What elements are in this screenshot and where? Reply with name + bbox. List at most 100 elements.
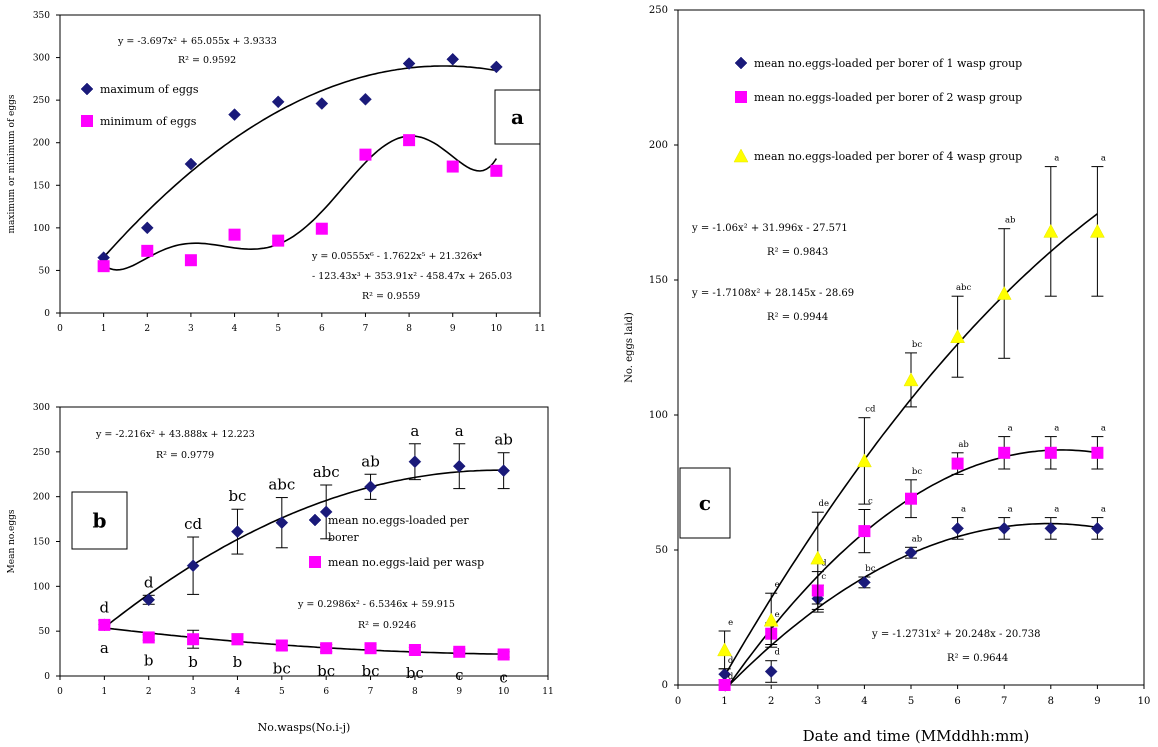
data-point [275, 639, 288, 652]
data-point [1044, 522, 1058, 535]
significance-letter: a [455, 422, 464, 440]
data-point [446, 160, 459, 173]
legend-label: minimum of eggs [100, 115, 197, 128]
equation-line: y = 0.2986x² - 6.5346x + 59.915 [297, 599, 455, 610]
data-point [490, 164, 503, 177]
x-tick-label: 3 [190, 687, 196, 697]
significance-letter: a [410, 422, 419, 440]
equation-line: R² = 0.9246 [358, 620, 416, 631]
y-tick-label: 0 [44, 309, 50, 319]
significance-letter: bc [228, 487, 246, 505]
significance-letter: bc [362, 662, 380, 680]
legend-label: mean no.eggs-laid per wasp [328, 556, 484, 569]
legend-label: mean no.eggs-loaded per borer of 4 wasp … [754, 150, 1022, 163]
x-tick-label: 0 [57, 324, 63, 334]
y-tick-label: 100 [33, 224, 50, 234]
x-tick-label: 1 [721, 696, 727, 707]
panel-label-box [494, 89, 541, 145]
x-tick-label: 4 [232, 324, 238, 334]
data-point [402, 57, 416, 70]
significance-letter: cd [865, 405, 876, 415]
data-point [315, 97, 329, 110]
data-point [408, 455, 422, 469]
significance-letter: a [1008, 424, 1013, 434]
fit-equation-1: y = -2.216x² + 43.888x + 12.223 R² = 0.97… [95, 429, 255, 461]
y-tick-label: 50 [39, 266, 51, 276]
significance-letter: e [775, 580, 780, 590]
x-tick-label: 7 [363, 324, 369, 334]
significance-letter: e [775, 610, 780, 620]
data-point [228, 228, 241, 241]
legend-item-2: mean no.eggs-laid per wasp [309, 556, 484, 569]
legend-item-1: maximum of eggs [80, 82, 199, 96]
equation-line: y = -3.697x² + 65.055x + 3.9333 [117, 36, 277, 47]
series-2 [97, 134, 503, 273]
legend-item-3: mean no.eggs-loaded per borer of 4 wasp … [733, 148, 1022, 163]
significance-letter: c [499, 668, 507, 686]
data-point [951, 457, 964, 470]
significance-letter: abc [956, 283, 972, 293]
x-tick-label: 9 [1094, 696, 1100, 707]
significance-letter: ab [1005, 216, 1016, 226]
panel-label-box [71, 491, 128, 550]
data-point [497, 464, 510, 478]
data-point [858, 576, 871, 589]
x-tick-label: 2 [146, 687, 152, 697]
x-tick-label: 8 [406, 324, 412, 334]
data-point [1091, 522, 1104, 535]
y-tick-label: 250 [33, 96, 50, 106]
significance-letter: ab [494, 431, 513, 449]
significance-letter: bc [912, 467, 922, 477]
x-tick-label: 3 [188, 324, 194, 334]
data-point [231, 525, 244, 538]
data-point [186, 559, 200, 573]
data-point [446, 52, 460, 66]
data-point [763, 612, 779, 627]
data-point [950, 329, 966, 343]
plot-frame [59, 14, 541, 314]
panel-label: a [511, 105, 524, 129]
x-tick-label: 10 [491, 324, 503, 334]
x-tick-label: 0 [675, 696, 681, 707]
significance-letter: cd [184, 515, 202, 533]
data-point [231, 633, 244, 646]
data-point [408, 643, 421, 656]
y-tick-label: 200 [33, 493, 50, 503]
legend-item-1: mean no.eggs-loaded per borer [308, 513, 469, 544]
y-tick-label: 150 [33, 538, 50, 548]
fit-equation-2: y = 0.0555x⁶ - 1.7622x⁵ + 21.326x⁴ - 123.… [311, 251, 512, 302]
significance-letter: c [455, 666, 463, 684]
significance-letter: abc [313, 463, 340, 481]
legend-marker [735, 91, 747, 103]
significance-letter: b [233, 653, 243, 671]
trendline-0 [103, 65, 497, 258]
data-point [903, 372, 919, 387]
significance-letter: a [100, 639, 109, 657]
significance-letter: ab [958, 440, 969, 450]
significance-letter: bc [317, 662, 335, 680]
significance-letter: d [728, 656, 734, 666]
y-tick-label: 150 [649, 275, 668, 286]
x-tick-label: 3 [815, 696, 821, 707]
panel-label-box [679, 467, 731, 539]
legend-label: mean no.eggs-loaded per borer of 1 wasp … [754, 57, 1022, 70]
x-tick-label: 7 [1001, 696, 1007, 707]
series-2: dedcbcabaaa [718, 424, 1106, 691]
x-tick-label: 10 [1138, 696, 1151, 707]
significance-letter: b [188, 653, 198, 671]
data-point [142, 593, 156, 607]
data-point [718, 679, 731, 691]
data-point [184, 157, 198, 171]
data-point [275, 516, 289, 530]
x-tick-label: 4 [235, 687, 241, 697]
y-tick-label: 250 [33, 448, 50, 458]
significance-letter: ab [361, 452, 380, 470]
equation-line: R² = 0.9843 [767, 247, 828, 258]
data-point [717, 642, 733, 657]
significance-letter: c [868, 497, 873, 507]
legend-marker [308, 513, 322, 527]
equation-line: R² = 0.9559 [362, 291, 420, 302]
data-point [951, 522, 964, 535]
data-point [184, 254, 197, 267]
y-tick-label: 250 [649, 5, 668, 16]
